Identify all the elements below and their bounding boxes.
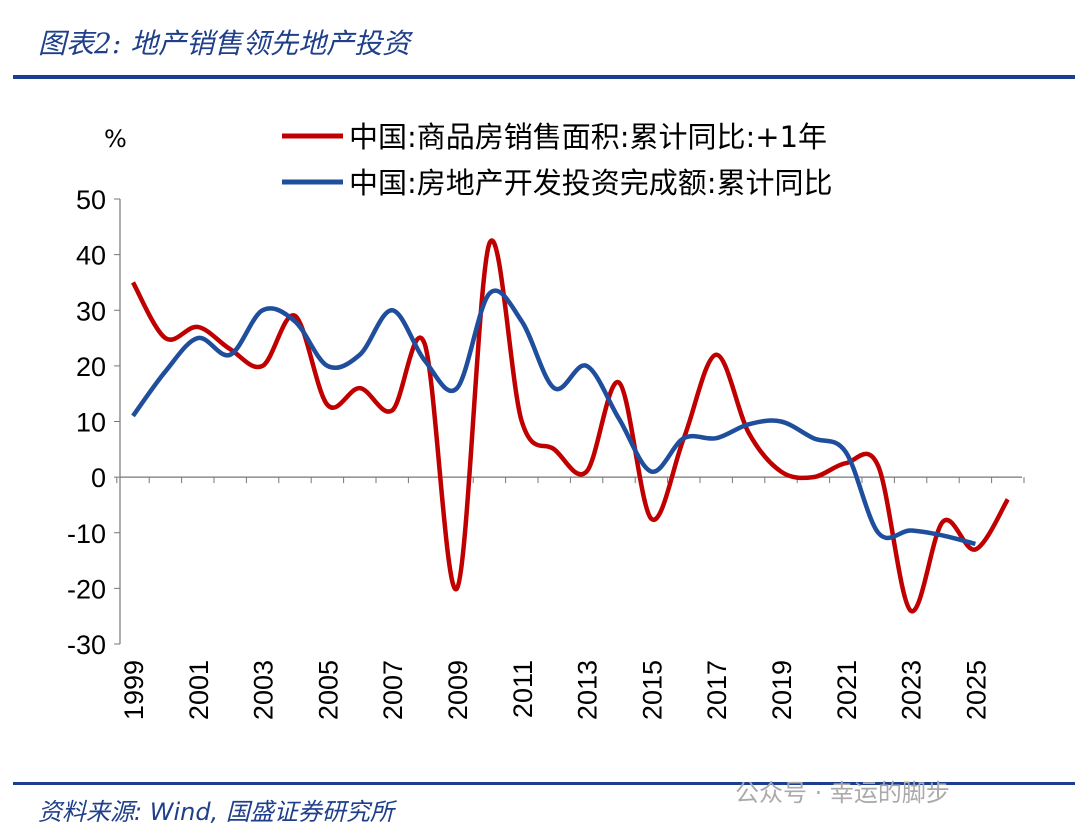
y-axis-unit: % (104, 125, 127, 153)
top-divider (13, 75, 1075, 79)
x-tick-label: 2013 (573, 660, 603, 720)
x-tick-label: 2015 (637, 660, 667, 720)
y-tick-label: 50 (76, 185, 106, 215)
x-tick-label: 2025 (961, 660, 991, 720)
y-tick-label: -30 (67, 630, 106, 660)
legend-label: 中国:房地产开发投资完成额:累计同比 (349, 166, 833, 200)
y-tick-label: 20 (76, 352, 106, 382)
series-line-investment (131, 288, 976, 547)
bottom-divider (13, 782, 1075, 785)
x-tick-label: 2009 (443, 660, 473, 720)
source-note: 资料来源: Wind, 国盛证券研究所 (38, 798, 394, 826)
figure-title: 图表2: 地产销售领先地产投资 (38, 27, 411, 60)
y-tick-label: -10 (67, 519, 106, 549)
x-tick-label: 2005 (313, 660, 343, 720)
line-chart: 50 40 30 20 10 0 -10 -20 -30 1999 2001 2003 2005 2007… (67, 120, 1025, 720)
x-tick-label: 2019 (767, 660, 797, 720)
x-tick-label: 2011 (508, 660, 538, 718)
x-tick-label: 2023 (897, 660, 927, 720)
x-tick-label: 2001 (184, 660, 214, 720)
y-tick-label: 10 (76, 408, 106, 438)
series-line-sales-area (131, 238, 1010, 614)
x-tick-label: 2007 (378, 660, 408, 720)
y-tick-label: -20 (67, 574, 106, 604)
x-tick-label: 2021 (832, 660, 862, 720)
watermark: 公众号 · 幸运的脚步 (735, 779, 950, 807)
y-tick-label: 30 (76, 296, 106, 326)
x-tick-label: 2003 (249, 660, 279, 720)
legend-label: 中国:商品房销售面积:累计同比:+1年 (349, 120, 827, 154)
x-tick-label: 2017 (702, 660, 732, 720)
y-tick-label: 0 (91, 463, 106, 493)
y-tick-label: 40 (76, 241, 106, 271)
x-tick-label: 1999 (119, 660, 149, 720)
